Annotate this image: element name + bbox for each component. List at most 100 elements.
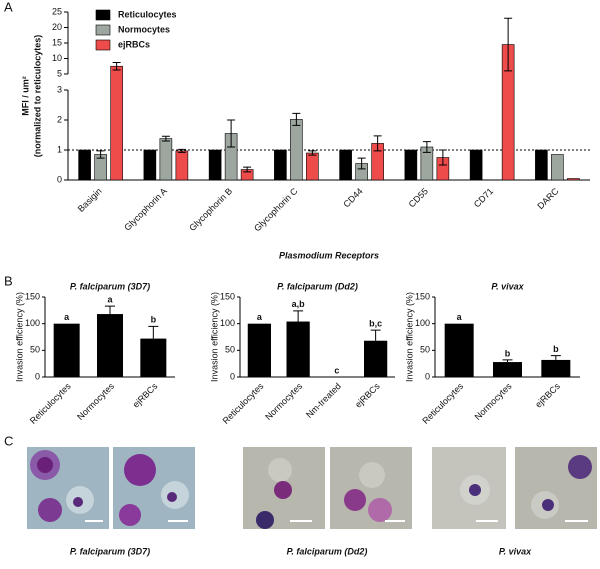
error-bar [373,135,382,152]
annotation: b,c [369,318,382,328]
bar [159,138,173,181]
annotation: a [107,294,113,304]
bar [535,149,548,181]
error-bar [112,62,121,71]
x-tick-label: Reticulocytes [420,381,465,426]
legend-swatch [95,39,111,51]
y-tick-label: 25 [52,6,62,16]
bar [208,149,222,181]
bar [247,323,271,377]
error-bar [308,150,317,156]
x-axis-label: Plasmodium Receptors [279,250,379,260]
y-tick-label: 150 [220,291,235,301]
chart-title: P. falciparum (Dd2) [277,281,358,291]
bar [110,65,123,181]
bar [493,362,522,377]
x-tick-label: ejRBCs [533,381,562,410]
y-axis-label: Invasion efficiency (%) [404,292,414,382]
y-tick-label: 50 [30,345,40,355]
bar [444,323,474,377]
error-bar [370,329,381,341]
annotation: a [457,312,463,322]
x-tick-label: Reticulocytes [221,381,266,426]
y-tick-label: 150 [25,291,40,301]
y-axis-label: (normalized to reticulocytes) [32,35,42,158]
x-tick-label: Normocytes [263,381,304,422]
panel-label: A [4,0,13,14]
y-axis-label: Invasion efficiency (%) [209,292,219,382]
bar [78,149,91,181]
bar [306,152,319,181]
error-bar [161,135,170,142]
error-bar [227,119,236,148]
legend-label: Normocytes [118,24,170,34]
x-tick-label: Glycophorin B [187,186,234,233]
micrographs [27,447,597,529]
y-tick-label: 3 [57,84,62,94]
bar [143,149,157,181]
y-tick-label: 0 [35,371,40,381]
bar [286,321,310,377]
micrograph-caption: P. falciparum (3D7) [70,546,150,556]
error-bar [357,157,366,170]
chart-title: P. vivax [491,281,524,291]
error-bar [96,150,105,159]
bar [404,149,418,181]
error-bar [148,325,159,339]
y-tick-label: 100 [220,318,235,328]
y-tick-label: 100 [25,318,40,328]
error-bar [502,359,513,363]
bar [290,119,303,181]
error-bar [293,310,304,322]
bar [274,149,287,181]
annotation: c [334,365,339,375]
y-tick-label: 10 [52,53,62,63]
y-axis-label: MFI / um² [20,76,30,116]
bar [551,154,564,181]
y-tick-label: 100 [415,318,430,328]
y-tick-label: 50 [420,345,430,355]
error-bar [550,355,561,360]
error-bar [292,112,301,126]
legend-label: ejRBCs [118,39,150,49]
legend-label: Reticulocytes [118,9,177,19]
y-tick-label: 50 [225,345,235,355]
panel-label: B [4,273,13,288]
x-tick-label: Basigin [76,186,104,214]
error-bar [422,141,431,153]
annotation: a [64,312,70,322]
annotation: b [553,344,559,354]
annotation: a [257,312,263,322]
bar [175,150,189,181]
x-tick-label: DARC [535,186,560,211]
error-bar [438,149,447,166]
error-bar [504,17,513,72]
panel-label: C [4,433,13,448]
error-bar [105,305,115,315]
y-tick-label: 5 [57,68,62,78]
x-tick-label: Normocytes [473,381,514,422]
y-tick-label: 150 [415,291,430,301]
x-tick-label: Nm-treated [304,381,343,420]
y-tick-label: 2 [57,114,62,124]
bar [53,323,80,377]
x-tick-label: ejRBCs [131,381,160,410]
micrograph-caption: P. falciparum (Dd2) [287,546,368,556]
annotation: a,b [292,299,306,309]
y-tick-label: 0 [425,371,430,381]
bar [469,149,483,181]
y-axis-label: Invasion efficiency (%) [14,292,24,382]
annotation: b [505,348,511,358]
annotation: b [151,315,157,325]
y-tick-label: 20 [52,22,62,32]
x-tick-label: ejRBCs [353,381,382,410]
y-tick-label: 0 [230,371,235,381]
error-bar [177,148,186,153]
bar [567,178,580,181]
x-tick-label: Reticulocytes [28,381,73,426]
x-tick-label: Glycophorin C [252,186,300,234]
bar [140,338,167,377]
error-bar [243,166,252,173]
y-tick-label: 1 [57,144,62,154]
